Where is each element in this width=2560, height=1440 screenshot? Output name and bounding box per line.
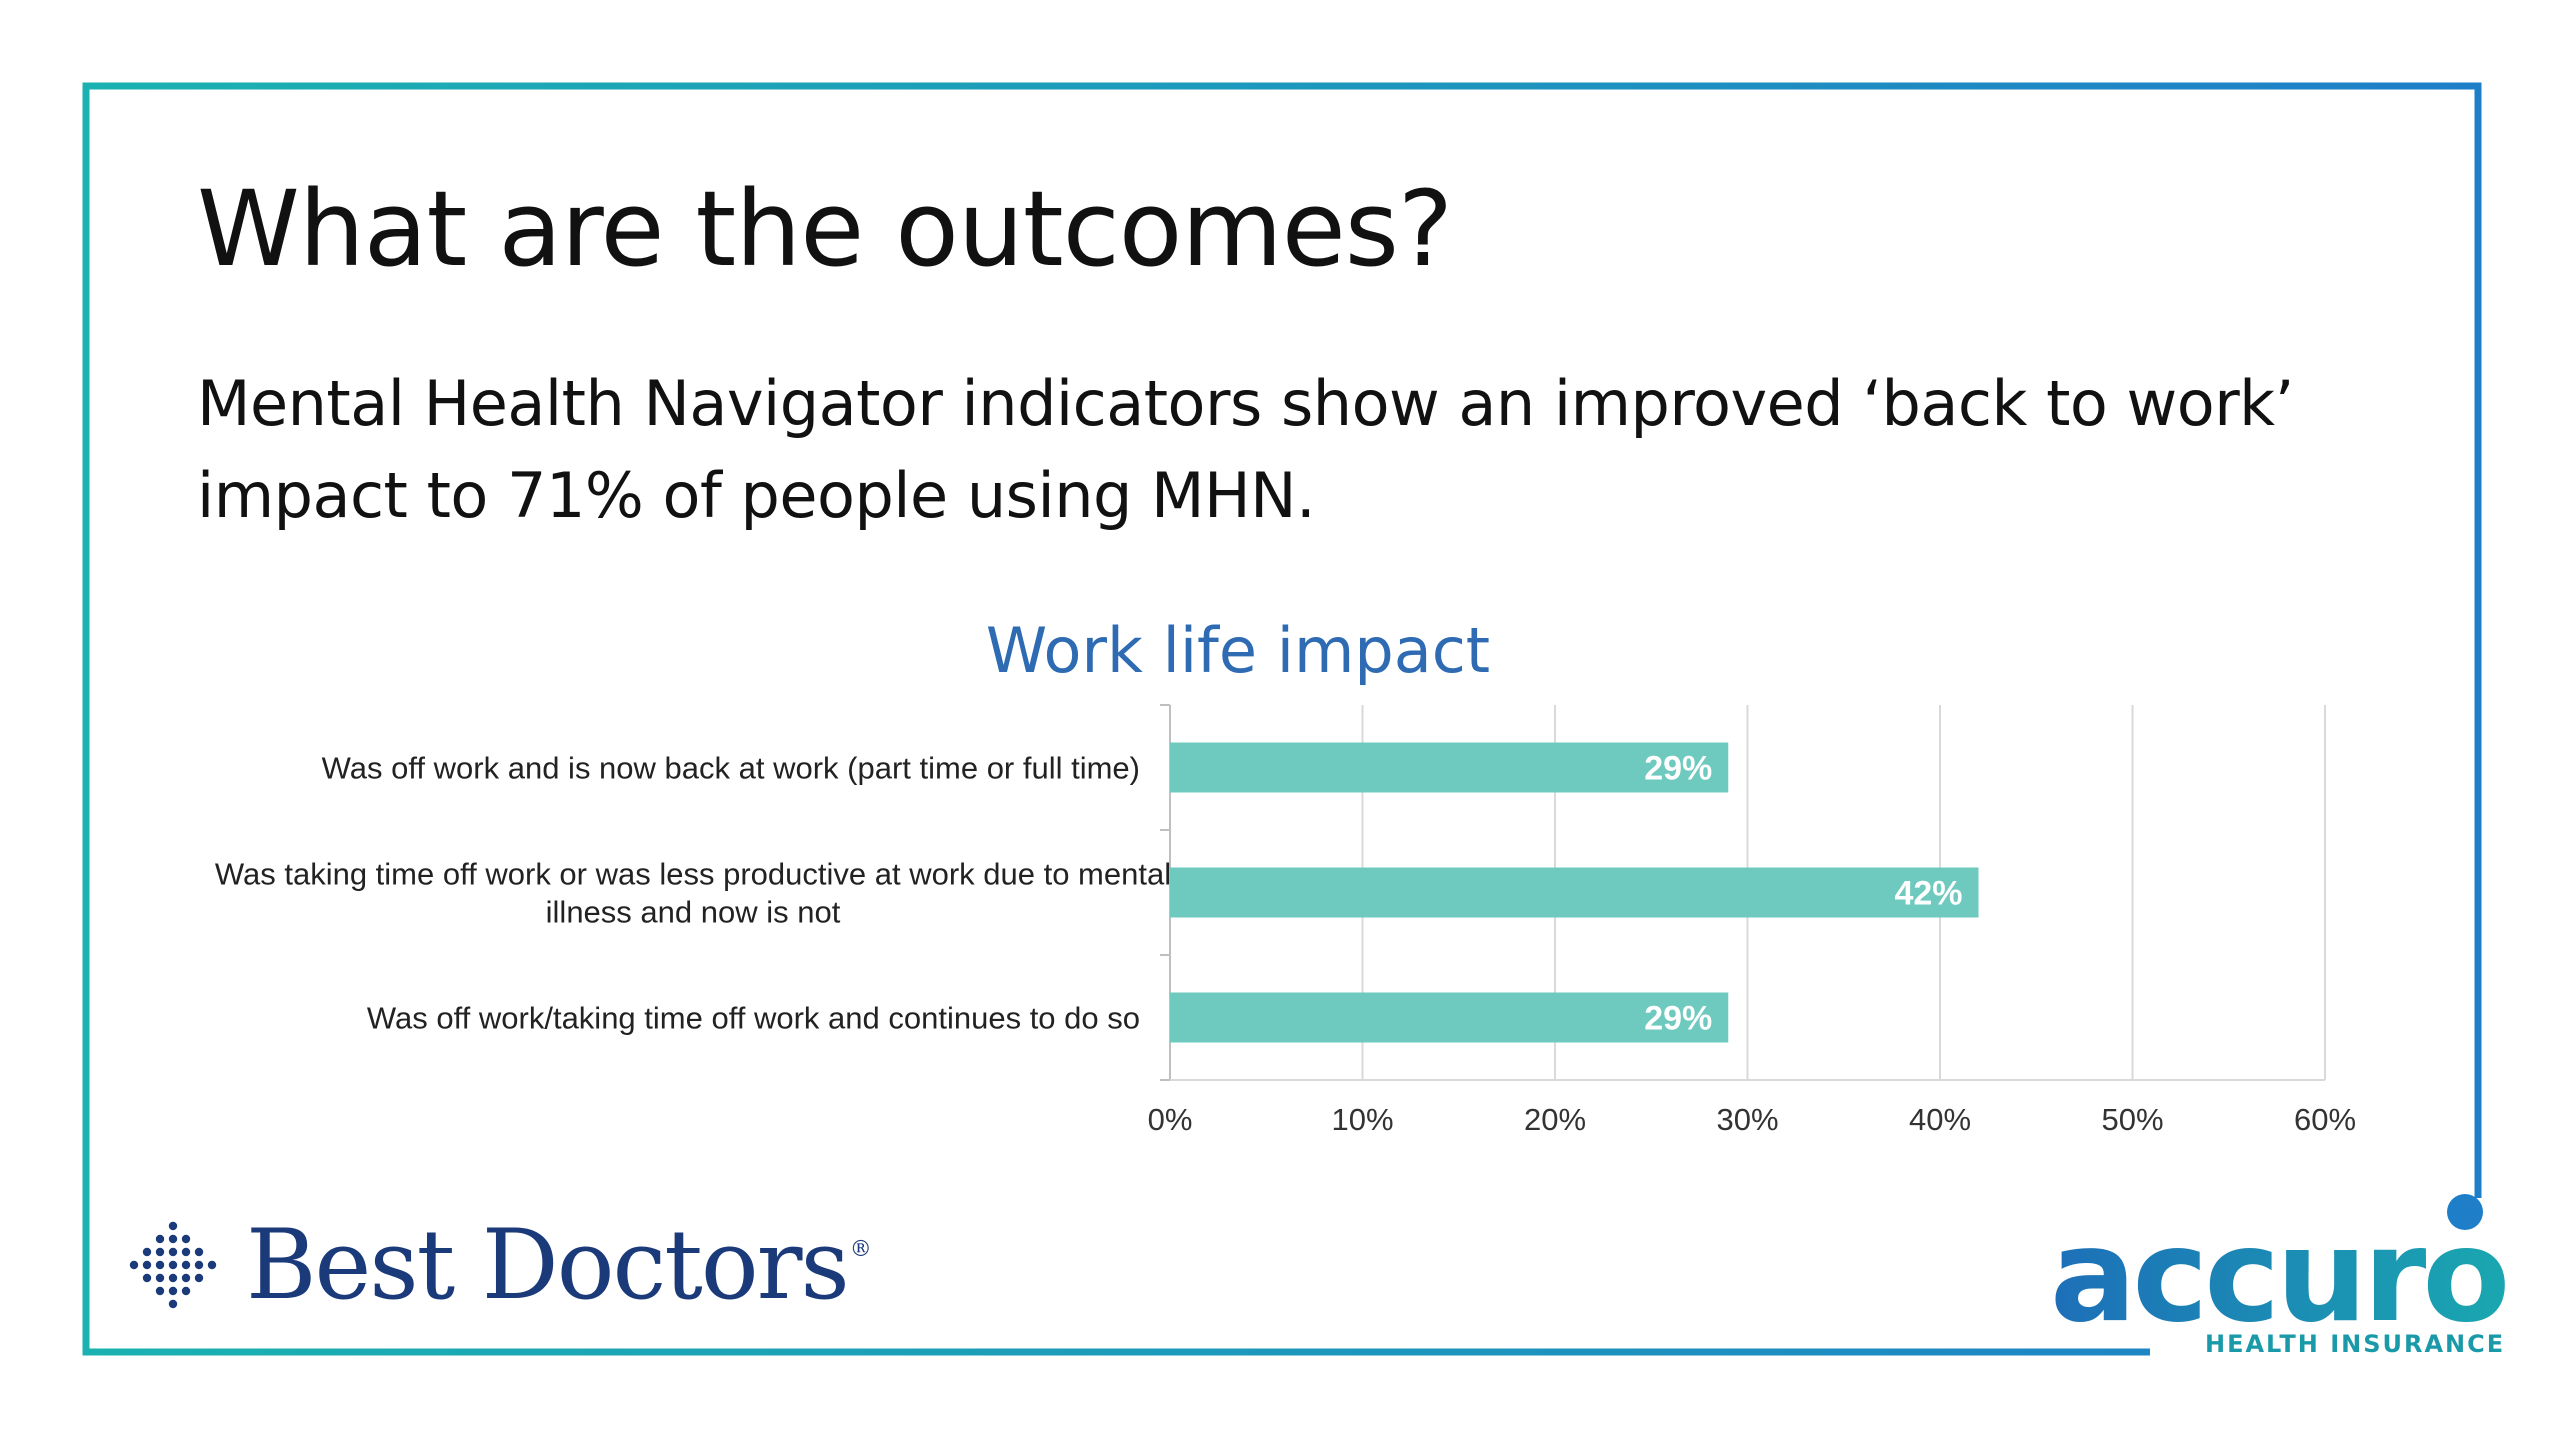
cross-dot (168, 1247, 178, 1257)
cross-dot (181, 1234, 191, 1244)
accuro-logo: accuro HEALTH INSURANCE (2040, 1202, 2510, 1360)
cross-dot (168, 1221, 178, 1231)
cross-dot (181, 1273, 191, 1283)
cross-dot (155, 1247, 165, 1257)
cross-dot (129, 1260, 139, 1270)
chart-title: Work life impact (986, 614, 1490, 687)
chart-category-label: Was off work/taking time off work and co… (367, 1001, 1140, 1036)
chart-x-tick-label: 0% (1148, 1102, 1193, 1137)
chart-x-tick-label: 20% (1524, 1102, 1586, 1137)
cross-dot (142, 1260, 152, 1270)
cross-dot (155, 1286, 165, 1296)
slide-subtitle: Mental Health Navigator indicators show … (197, 367, 2294, 532)
chart-x-tick-label: 10% (1331, 1102, 1393, 1137)
chart-x-tick-label: 30% (1716, 1102, 1778, 1137)
cross-dot (168, 1273, 178, 1283)
cross-dot (194, 1247, 204, 1257)
frame-dot (2447, 1194, 2483, 1230)
chart-data-label: 29% (1644, 750, 1712, 788)
chart-x-tick-label: 50% (2101, 1102, 2163, 1137)
chart-data-label: 29% (1644, 1000, 1712, 1038)
best-doctors-logo-text: Best Doctors® (246, 1209, 872, 1321)
cross-dot (168, 1286, 178, 1296)
chart-category-labels: Was off work and is now back at work (pa… (215, 751, 1171, 1036)
chart-bar (1170, 867, 1979, 918)
cross-dot (181, 1260, 191, 1270)
cross-dot (142, 1273, 152, 1283)
cross-dot (155, 1234, 165, 1244)
cross-dot (168, 1299, 178, 1309)
cross-dot (194, 1260, 204, 1270)
cross-dot (142, 1247, 152, 1257)
cross-dot (207, 1260, 217, 1270)
cross-dots-icon (129, 1221, 217, 1309)
chart-category-label: Was taking time off work or was less pro… (215, 857, 1171, 930)
cross-dot (181, 1286, 191, 1296)
chart-x-tick-labels: 0% 10% 20% 30% 40% 50% 60% (1148, 1102, 2356, 1137)
chart-category-label: Was off work and is now back at work (pa… (322, 751, 1140, 786)
cross-dot (168, 1234, 178, 1244)
accuro-logo-text: accuro (2050, 1202, 2510, 1351)
chart-x-tick-label: 60% (2294, 1102, 2356, 1137)
chart-bars: 29% 42% 29% (1170, 742, 1979, 1043)
cross-dot (181, 1247, 191, 1257)
chart-bar (1170, 742, 1729, 793)
cross-dot (155, 1273, 165, 1283)
cross-dot (155, 1260, 165, 1270)
chart-x-tick-label: 40% (1909, 1102, 1971, 1137)
best-doctors-logo: Best Doctors® (128, 1209, 872, 1321)
chart-data-label: 42% (1894, 875, 1962, 913)
cross-dot (168, 1260, 178, 1270)
slide-title: What are the outcomes? (197, 168, 1453, 290)
chart-bar (1170, 992, 1729, 1043)
cross-dot (194, 1273, 204, 1283)
accuro-logo-subtext: HEALTH INSURANCE (2205, 1330, 2506, 1358)
